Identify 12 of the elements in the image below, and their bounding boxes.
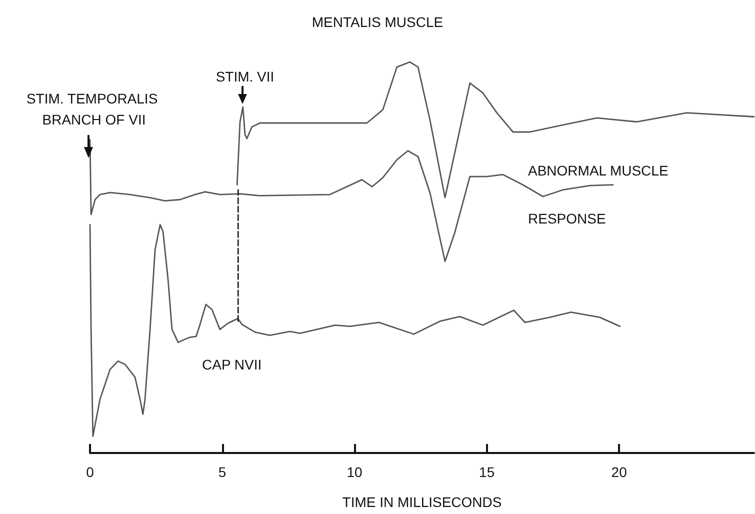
annotation: ABNORMAL MUSCLE — [528, 162, 668, 178]
annotation: CAP NVII — [202, 356, 262, 372]
x-axis-title: TIME IN MILLISECONDS — [342, 494, 502, 510]
x-tick-label: 5 — [218, 464, 226, 480]
x-tick-label: 10 — [346, 464, 363, 480]
x-tick-label: 0 — [86, 464, 94, 480]
chart-title: MENTALIS MUSCLE — [312, 14, 444, 30]
x-tick-label: 15 — [479, 464, 495, 480]
annotation: STIM. TEMPORALIS BRANCH OF VII — [26, 90, 162, 128]
annotation: RESPONSE — [528, 210, 606, 226]
annotation: STIM. VII — [216, 68, 274, 84]
x-tick-label: 20 — [611, 464, 628, 480]
